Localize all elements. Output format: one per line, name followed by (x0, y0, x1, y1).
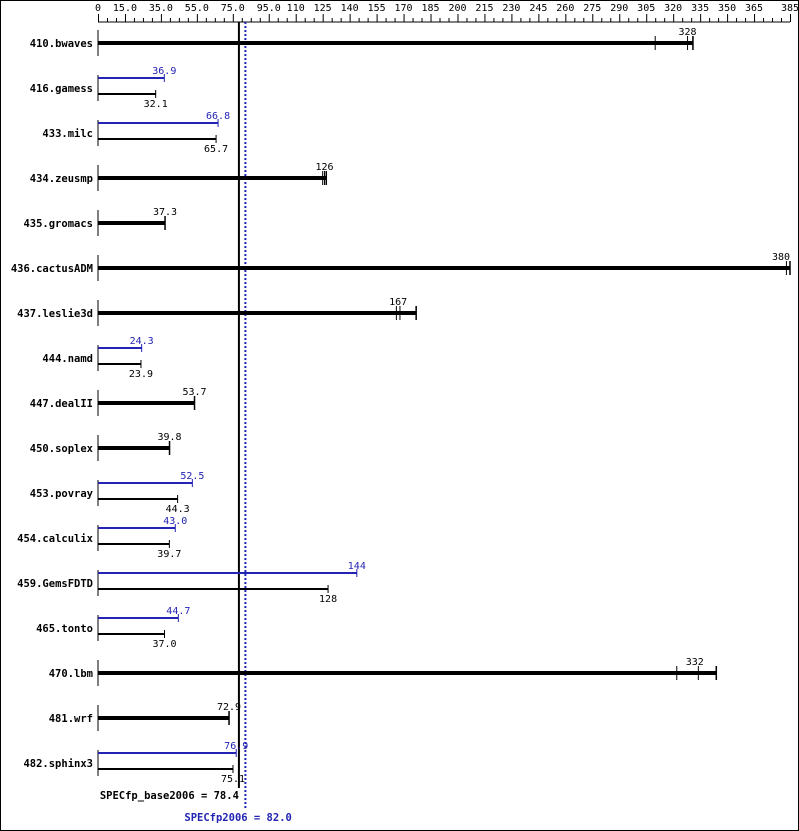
base-value-label: 37.3 (153, 207, 177, 218)
x-tick-label: 155 (368, 3, 386, 14)
benchmark-label: 454.calculix (17, 533, 94, 545)
x-tick-label: 125 (314, 3, 332, 14)
benchmark-label: 435.gromacs (23, 218, 93, 230)
benchmark-label: 465.tonto (36, 623, 93, 635)
base-bar (98, 716, 230, 720)
peak-value-label: 43.0 (163, 516, 187, 527)
benchmark-label: 453.povray (30, 488, 94, 500)
x-tick-label: 290 (610, 3, 628, 14)
x-tick-label: 140 (341, 3, 359, 14)
base-bar (98, 266, 790, 270)
base-bar (98, 176, 327, 180)
base-value-label: 23.9 (129, 369, 153, 380)
benchmark-label: 444.namd (42, 353, 93, 365)
base-value-label: 332 (686, 657, 704, 668)
x-tick-label: 15.0 (113, 3, 137, 14)
x-tick-label: 185 (421, 3, 439, 14)
benchmark-label: 437.leslie3d (17, 308, 93, 320)
base-value-label: 37.0 (152, 639, 176, 650)
base-bar (98, 446, 170, 450)
benchmark-label: 447.dealII (30, 398, 93, 410)
peak-mean-label: SPECfp2006 = 82.0 (184, 812, 291, 824)
benchmark-label: 482.sphinx3 (23, 758, 93, 770)
x-tick-label: 350 (718, 3, 736, 14)
x-tick-label: 305 (637, 3, 655, 14)
base-value-label: 39.8 (157, 432, 181, 443)
peak-value-label: 52.5 (180, 471, 204, 482)
base-bar (98, 401, 195, 405)
x-tick-label: 75.0 (221, 3, 245, 14)
benchmark-label: 450.soplex (30, 443, 94, 455)
x-tick-label: 170 (395, 3, 413, 14)
base-value-label: 72.9 (217, 702, 241, 713)
peak-value-label: 36.9 (152, 66, 176, 77)
benchmark-label: 416.gamess (30, 83, 93, 95)
peak-value-label: 76.9 (224, 741, 248, 752)
base-value-label: 167 (389, 297, 407, 308)
peak-value-label: 66.8 (206, 111, 230, 122)
base-value-label: 126 (315, 162, 333, 173)
x-tick-label: 385 (781, 3, 799, 14)
x-tick-label: 260 (556, 3, 574, 14)
x-tick-label: 335 (691, 3, 709, 14)
benchmark-label: 436.cactusADM (11, 263, 93, 275)
peak-value-label: 144 (348, 561, 366, 572)
x-tick-label: 0 (95, 3, 101, 14)
x-tick-label: 275 (583, 3, 601, 14)
base-bar (98, 311, 417, 315)
x-tick-label: 365 (745, 3, 763, 14)
base-value-label: 128 (319, 594, 337, 605)
x-tick-label: 245 (529, 3, 547, 14)
base-value-label: 75.1 (221, 774, 245, 785)
base-value-label: 328 (679, 27, 697, 38)
base-mean-label: SPECfp_base2006 = 78.4 (100, 790, 239, 802)
base-bar (98, 221, 166, 225)
base-value-label: 65.7 (204, 144, 228, 155)
x-tick-label: 35.0 (149, 3, 173, 14)
base-value-label: 44.3 (166, 504, 190, 515)
x-tick-label: 200 (448, 3, 466, 14)
peak-value-label: 24.3 (130, 336, 154, 347)
benchmark-label: 410.bwaves (30, 38, 93, 50)
peak-value-label: 44.7 (166, 606, 190, 617)
base-bar (98, 41, 693, 45)
base-value-label: 32.1 (144, 99, 168, 110)
x-tick-label: 215 (475, 3, 493, 14)
base-value-label: 380 (772, 252, 790, 263)
base-value-label: 39.7 (157, 549, 181, 560)
x-tick-label: 230 (502, 3, 520, 14)
x-tick-label: 55.0 (185, 3, 209, 14)
benchmark-label: 433.milc (42, 128, 93, 140)
base-value-label: 53.7 (182, 387, 206, 398)
benchmark-label: 481.wrf (49, 713, 93, 725)
x-tick-label: 95.0 (257, 3, 281, 14)
benchmark-label: 470.lbm (49, 668, 93, 680)
base-bar (98, 671, 717, 675)
benchmark-label: 434.zeusmp (30, 173, 93, 185)
benchmark-label: 459.GemsFDTD (17, 578, 93, 590)
x-tick-label: 320 (664, 3, 682, 14)
x-tick-label: 110 (287, 3, 305, 14)
